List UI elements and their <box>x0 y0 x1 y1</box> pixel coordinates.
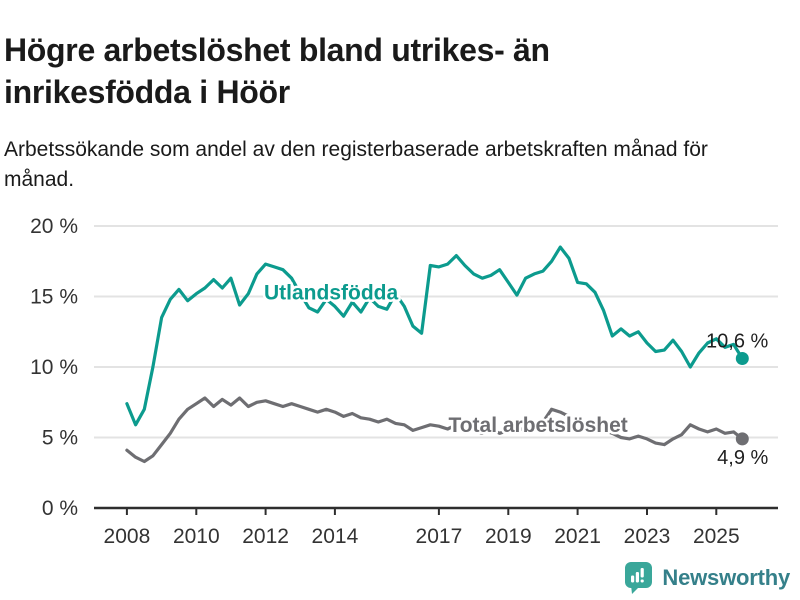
x-tick-label: 2008 <box>104 525 151 548</box>
series-line <box>125 396 744 464</box>
x-tick-label: 2010 <box>173 525 220 548</box>
y-tick-label: 10 % <box>30 356 78 379</box>
chart-subtitle: Arbetssökande som andel av den registerb… <box>4 138 708 191</box>
x-tick-label: 2019 <box>485 525 532 548</box>
end-dot <box>735 432 749 446</box>
series-label: Total arbetslöshet <box>448 414 627 437</box>
end-value-label: 10,6 % <box>706 331 768 353</box>
newsworthy-logo-icon <box>625 562 653 594</box>
y-tick-label: 0 % <box>42 497 78 520</box>
x-tick-label: 2017 <box>416 525 463 548</box>
y-tick-label: 5 % <box>42 427 78 450</box>
page-title: Högre arbetslöshet bland utrikes- än inr… <box>4 32 550 111</box>
x-tick-label: 2025 <box>693 525 740 548</box>
end-value-label: 4,9 % <box>717 447 768 469</box>
x-tick-label: 2023 <box>624 525 671 548</box>
series-label: Utlandsfödda <box>264 281 398 304</box>
x-tick-label: 2021 <box>554 525 601 548</box>
x-tick-label: 2014 <box>312 525 359 548</box>
brand-name: Newsworthy <box>662 565 790 590</box>
y-tick-label: 15 % <box>30 286 78 309</box>
series-line <box>125 245 744 427</box>
x-tick-label: 2012 <box>242 525 289 548</box>
y-tick-label: 20 % <box>30 215 78 238</box>
end-dot <box>735 352 749 365</box>
newsworthy-logo: Newsworthy <box>624 560 790 596</box>
